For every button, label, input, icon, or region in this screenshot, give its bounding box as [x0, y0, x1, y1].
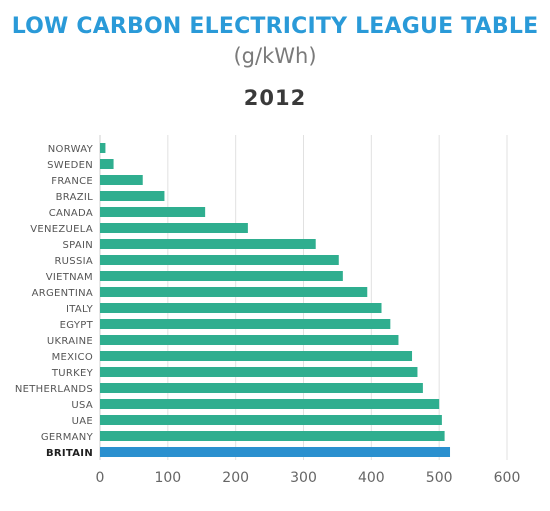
category-label-italy: ITALY — [66, 304, 94, 315]
category-label-egypt: EGYPT — [60, 320, 94, 331]
category-label-turkey: TURKEY — [51, 368, 94, 379]
bar-russia — [100, 255, 339, 265]
bar-brazil — [100, 191, 165, 201]
bar-france — [100, 175, 143, 185]
category-label-venezuela: VENEZUELA — [30, 224, 93, 235]
bar-ukraine — [100, 335, 399, 345]
chart-year: 2012 — [243, 86, 307, 110]
category-label-sweden: SWEDEN — [47, 160, 93, 171]
bar-venezuela — [100, 223, 248, 233]
bar-netherlands — [100, 383, 423, 393]
bar-uae — [100, 415, 442, 425]
x-tick-label-300: 300 — [290, 470, 317, 486]
bar-germany — [100, 431, 445, 441]
category-label-canada: CANADA — [49, 208, 93, 219]
bar-norway — [100, 143, 106, 153]
category-label-usa: USA — [71, 400, 93, 411]
x-tick-labels: 0 100 200 300 400 500 600 — [96, 470, 521, 486]
bar-britain — [100, 447, 451, 457]
chart-title: LOW CARBON ELECTRICITY LEAGUE TABLE — [11, 14, 539, 39]
bars — [100, 143, 451, 457]
x-tick-label-400: 400 — [358, 470, 385, 486]
category-label-germany: GERMANY — [41, 432, 94, 443]
category-label-spain: SPAIN — [62, 240, 93, 251]
bar-egypt — [100, 319, 391, 329]
category-label-ukraine: UKRAINE — [47, 336, 93, 347]
x-tick-label-0: 0 — [96, 470, 105, 486]
bar-italy — [100, 303, 382, 313]
x-tick-label-500: 500 — [426, 470, 453, 486]
bar-sweden — [100, 159, 114, 169]
bar-mexico — [100, 351, 413, 361]
category-label-argentina: ARGENTINA — [32, 288, 93, 299]
bar-spain — [100, 239, 316, 249]
category-label-netherlands: NETHERLANDS — [15, 384, 93, 395]
category-label-russia: RUSSIA — [54, 256, 93, 267]
category-label-norway: NORWAY — [48, 144, 94, 155]
x-tick-label-100: 100 — [154, 470, 181, 486]
grid-lines — [99, 135, 508, 460]
category-label-britain: BRITAIN — [46, 448, 93, 459]
bar-vietnam — [100, 271, 343, 281]
bar-argentina — [100, 287, 368, 297]
category-label-brazil: BRAZIL — [56, 192, 94, 203]
category-labels: NORWAY SWEDEN FRANCE BRAZIL CANADA VENEZUELA S… — [15, 144, 94, 459]
category-label-france: FRANCE — [51, 176, 93, 187]
bar-turkey — [100, 367, 418, 377]
x-tick-label-200: 200 — [222, 470, 249, 486]
category-label-mexico: MEXICO — [52, 352, 93, 363]
category-label-vietnam: VIETNAM — [46, 272, 93, 283]
bar-usa — [100, 399, 440, 409]
bar-canada — [100, 207, 206, 217]
chart-subtitle: (g/kWh) — [233, 44, 317, 68]
category-label-uae: UAE — [72, 416, 93, 427]
x-tick-label-600: 600 — [494, 470, 521, 486]
